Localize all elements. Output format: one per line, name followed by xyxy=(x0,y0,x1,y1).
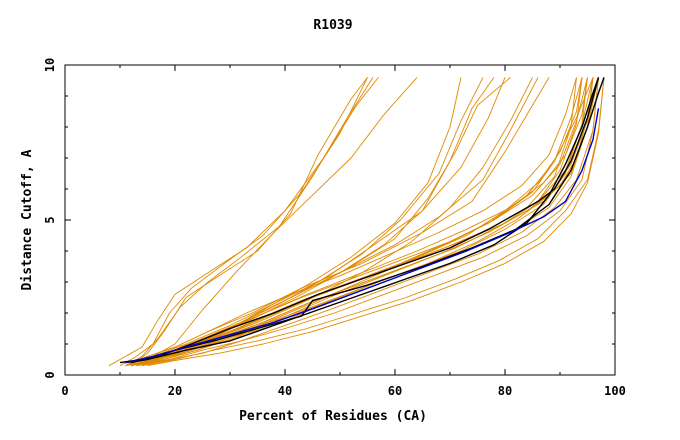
series-line-bulk-1 xyxy=(130,77,577,367)
series-line-bulk-11 xyxy=(130,77,588,367)
series-line-bulk-17 xyxy=(147,77,605,367)
series-line-mid-4 xyxy=(136,77,533,367)
series-line-bulk-14 xyxy=(125,77,577,367)
series-line-ref-black-2 xyxy=(125,77,600,364)
x-axis-label: Percent of Residues (CA) xyxy=(239,409,427,424)
x-tick-label: 60 xyxy=(388,384,402,398)
series-line-ref-black-1 xyxy=(119,77,605,364)
series-line-bulk-4 xyxy=(136,77,594,367)
series-line-bulk-13 xyxy=(141,77,605,367)
series-line-bulk-8 xyxy=(141,77,599,367)
series-line-fast-1 xyxy=(108,77,379,367)
series-line-bulk-6 xyxy=(136,77,599,367)
series-line-bulk-12 xyxy=(136,77,594,367)
series-line-bulk-10 xyxy=(136,77,594,367)
x-tick-label: 100 xyxy=(604,384,626,398)
series-line-fast-3 xyxy=(125,77,374,367)
y-tick-label: 5 xyxy=(43,216,57,223)
series-line-ref-black-3 xyxy=(130,77,600,364)
series-line-mid-6 xyxy=(136,77,506,367)
axes-layer: 0 20 40 60 80 100 0 5 10 xyxy=(43,58,626,398)
chart-title: R1039 xyxy=(313,18,352,33)
x-tick-label: 0 xyxy=(61,384,68,398)
series-line-fast-4 xyxy=(130,77,368,367)
y-tick-label: 10 xyxy=(43,58,57,72)
series-line-ref-blue xyxy=(125,108,600,364)
y-tick-label: 0 xyxy=(43,371,57,378)
x-tick-label: 20 xyxy=(168,384,182,398)
series-line-bulk-2 xyxy=(130,77,583,367)
series-line-fast-5 xyxy=(130,77,418,367)
series-layer xyxy=(108,77,605,367)
y-axis-label: Distance Cutoff, A xyxy=(20,149,35,290)
series-line-bulk-7 xyxy=(130,77,588,367)
x-tick-label: 80 xyxy=(498,384,512,398)
plot-frame xyxy=(64,64,616,376)
series-line-mid-3 xyxy=(130,77,511,367)
series-line-mid-5 xyxy=(130,77,462,367)
x-tick-label: 40 xyxy=(278,384,292,398)
series-line-bulk-3 xyxy=(130,77,588,367)
series-line-mid-8 xyxy=(125,77,550,367)
